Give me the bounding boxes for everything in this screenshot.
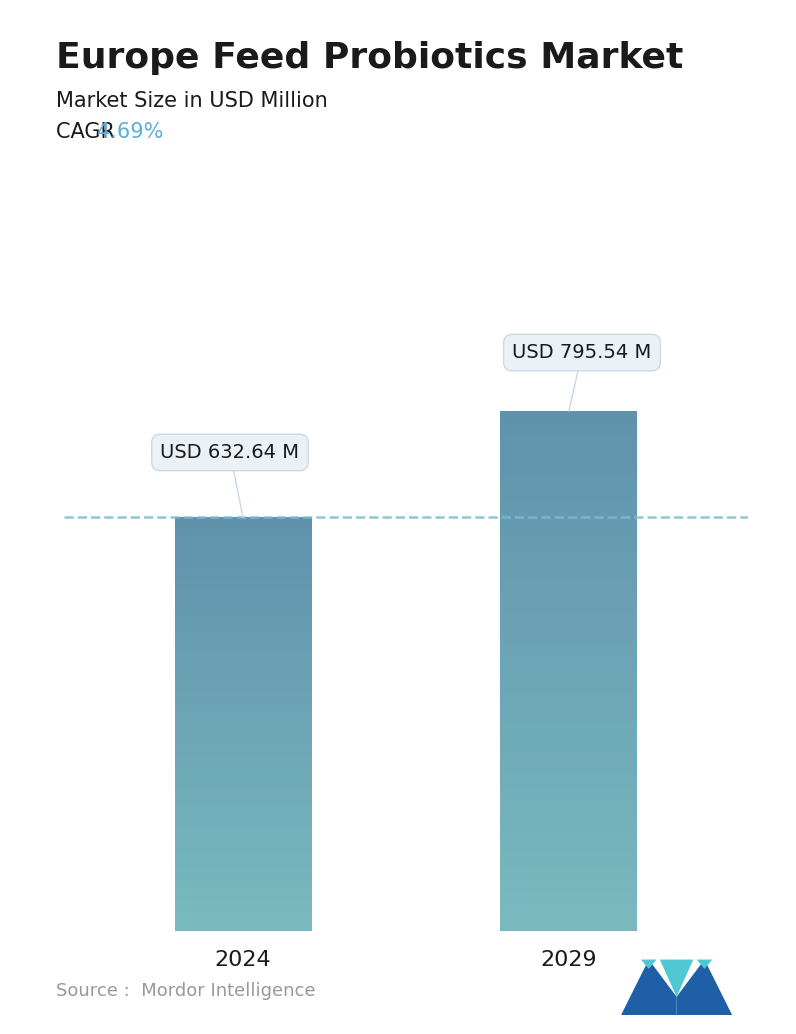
Text: Source :  Mordor Intelligence: Source : Mordor Intelligence bbox=[56, 982, 315, 1000]
Polygon shape bbox=[677, 960, 732, 1015]
Polygon shape bbox=[621, 960, 677, 1015]
Text: Market Size in USD Million: Market Size in USD Million bbox=[56, 91, 327, 111]
Text: 4.69%: 4.69% bbox=[97, 122, 163, 142]
Polygon shape bbox=[696, 960, 712, 969]
Polygon shape bbox=[660, 960, 693, 997]
Polygon shape bbox=[641, 960, 657, 969]
Text: Europe Feed Probiotics Market: Europe Feed Probiotics Market bbox=[56, 41, 683, 75]
Text: USD 632.64 M: USD 632.64 M bbox=[161, 443, 299, 517]
Text: CAGR: CAGR bbox=[56, 122, 121, 142]
Text: USD 795.54 M: USD 795.54 M bbox=[513, 343, 652, 412]
